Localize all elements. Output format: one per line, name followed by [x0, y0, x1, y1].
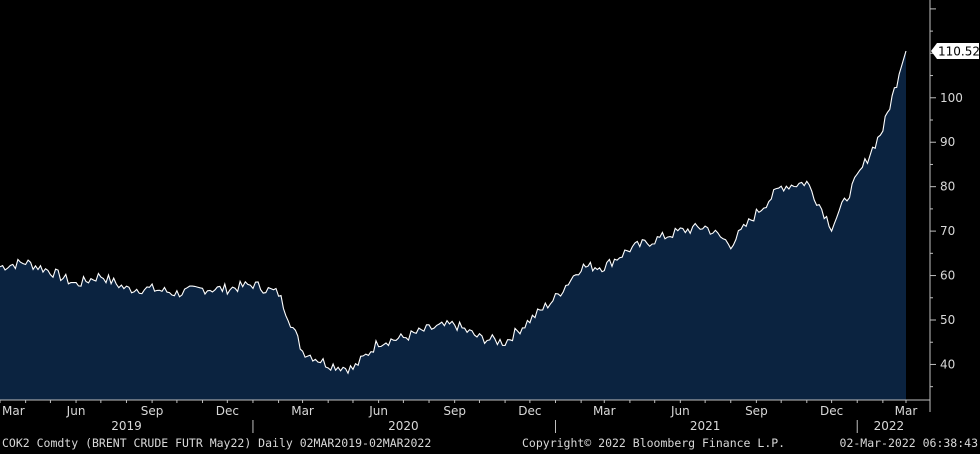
price-area — [0, 51, 906, 400]
y-tick-label: 80 — [940, 180, 955, 194]
timestamp: 02-Mar-2022 06:38:43 — [840, 436, 979, 450]
x-month-label: Dec — [518, 404, 541, 418]
y-tick-label: 70 — [940, 224, 955, 238]
copyright-notice: Copyright© 2022 Bloomberg Finance L.P. — [522, 436, 785, 450]
last-value-label: 110.52 — [938, 45, 980, 59]
x-month-label: Jun — [670, 404, 690, 418]
y-tick-label: 40 — [940, 357, 955, 371]
x-month-label: Mar — [593, 404, 616, 418]
x-month-label: Mar — [895, 404, 918, 418]
y-tick-label: 90 — [940, 135, 955, 149]
ticker-description: COK2 Comdty (BRENT CRUDE FUTR May22) Dai… — [2, 436, 431, 450]
x-month-label: Mar — [2, 404, 25, 418]
x-month-label: Sep — [141, 404, 164, 418]
x-month-label: Dec — [820, 404, 843, 418]
y-axis: 40 50 60 70 80 90 100 — [929, 0, 963, 412]
x-year-label: 2019 — [111, 419, 142, 433]
last-value-marker: 110.52 — [931, 43, 980, 60]
x-year-label: 2020 — [388, 419, 419, 433]
x-month-label: Jun — [368, 404, 388, 418]
x-month-label: Mar — [291, 404, 314, 418]
x-month-label: Dec — [216, 404, 239, 418]
x-month-label: Jun — [66, 404, 86, 418]
y-tick-label: 50 — [940, 313, 955, 327]
price-line — [0, 50, 907, 375]
x-axis: Mar Jun Sep Dec Mar Jun Sep Dec Mar Jun Sep Dec Mar2… — [0, 399, 930, 433]
x-year-label: 2021 — [690, 419, 721, 433]
x-month-label: Sep — [443, 404, 466, 418]
x-year-label: 2022 — [874, 419, 905, 433]
x-month-label: Sep — [745, 404, 768, 418]
y-tick-label: 60 — [940, 269, 955, 283]
last-value-tag — [931, 43, 979, 60]
y-tick-label: 100 — [940, 91, 963, 105]
